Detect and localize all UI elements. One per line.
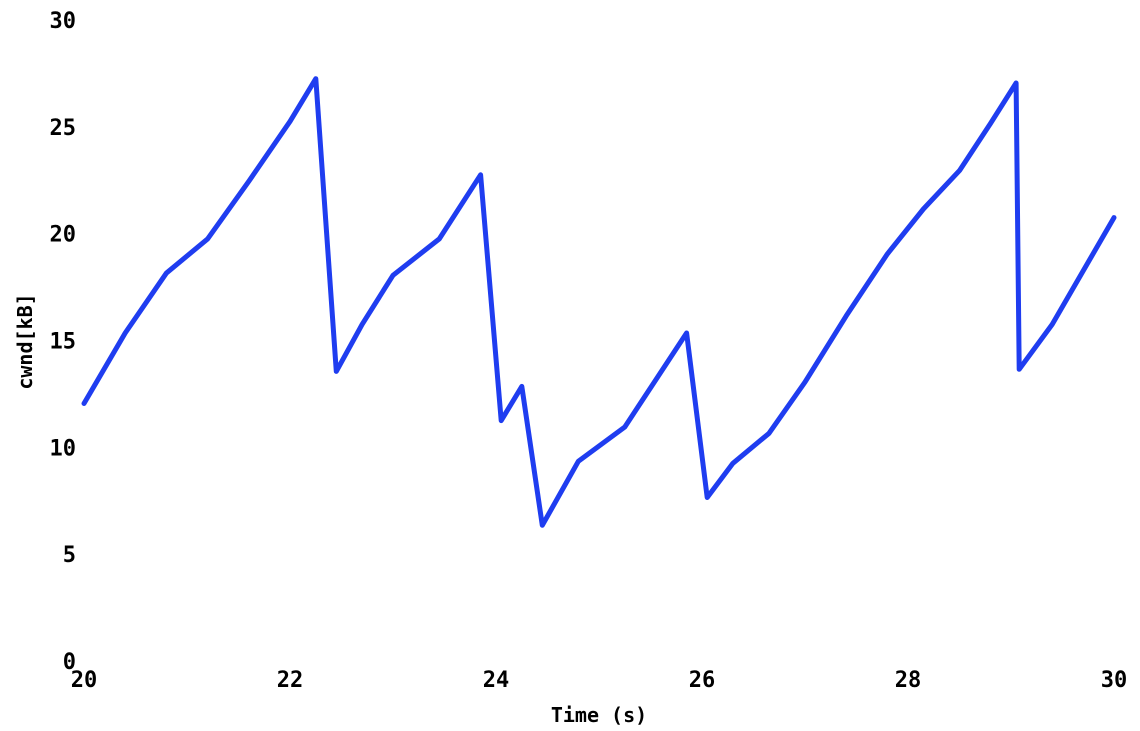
y-tick-label: 5	[63, 543, 76, 568]
y-axis-label: cwnd[kB]	[13, 293, 37, 389]
y-tick-label: 10	[50, 436, 77, 461]
x-axis-label: Time (s)	[551, 703, 647, 727]
y-axis-ticks: 0 5 10 15 20 25 30	[50, 9, 77, 675]
x-tick-label: 24	[483, 668, 510, 693]
cwnd-series-line	[81, 76, 1117, 528]
x-tick-label: 28	[895, 668, 922, 693]
x-tick-label: 26	[689, 668, 716, 693]
y-tick-label: 30	[50, 9, 77, 34]
x-axis-ticks: 20 22 24 26 28 30	[71, 668, 1128, 693]
x-tick-label: 20	[71, 668, 98, 693]
y-tick-label: 0	[63, 650, 76, 675]
x-tick-label: 30	[1101, 668, 1128, 693]
y-tick-label: 25	[50, 116, 77, 141]
y-tick-label: 20	[50, 223, 77, 248]
y-tick-label: 15	[50, 330, 77, 355]
x-tick-label: 22	[277, 668, 304, 693]
series-layer	[81, 76, 1117, 528]
